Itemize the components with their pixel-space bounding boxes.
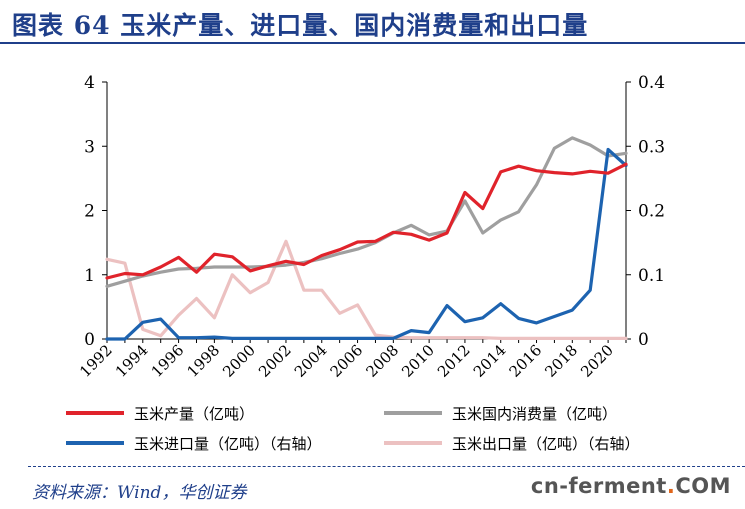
right-tick-label-1: 0.1 [638, 266, 665, 286]
legend-label-imports: 玉米进口量（亿吨）（右轴） [134, 434, 322, 453]
x-tick-label-14: 2020 [577, 341, 617, 381]
chart-legend: 玉米产量（亿吨） 玉米国内消费量（亿吨） 玉米进口量（亿吨）（右轴） 玉米出口量… [0, 398, 745, 458]
watermark-dot: . [666, 474, 676, 498]
x-tick-label-4: 2000 [219, 341, 259, 381]
legend-swatch-imports [66, 441, 124, 445]
series-line-0 [105, 162, 628, 280]
right-tick-label-3: 0.3 [638, 137, 665, 157]
x-tick-label-6: 2004 [291, 341, 331, 381]
site-watermark: cn-ferment.COM [531, 474, 731, 498]
legend-item-imports: 玉米进口量（亿吨）（右轴） [66, 432, 322, 454]
x-tick-label-12: 2016 [506, 341, 546, 381]
watermark-prefix: cn-ferment [530, 474, 667, 498]
title-bar: 图表 64 玉米产量、进口量、国内消费量和出口量 [0, 0, 745, 44]
legend-label-consumption: 玉米国内消费量（亿吨） [452, 404, 618, 423]
source-note: 资料来源：Wind，华创证券 [32, 483, 247, 503]
footer-divider [28, 466, 745, 467]
x-tick-label-0: 1992 [76, 341, 116, 381]
x-tick-label-3: 1998 [183, 341, 223, 381]
right-tick-label-0: 0 [638, 330, 649, 350]
x-tick-label-7: 2006 [327, 341, 367, 381]
legend-swatch-consumption [384, 411, 442, 415]
x-tick-label-8: 2008 [362, 341, 402, 381]
x-tick-label-10: 2012 [434, 341, 474, 381]
legend-item-exports: 玉米出口量（亿吨）（右轴） [384, 432, 640, 454]
series-line-2 [105, 147, 628, 341]
left-tick-label-4: 4 [84, 73, 95, 93]
x-tick-label-11: 2014 [470, 341, 510, 381]
title-underline [0, 42, 745, 44]
x-tick-label-2: 1996 [148, 341, 188, 381]
x-tick-label-1: 1994 [112, 341, 152, 381]
right-tick-label-4: 0.4 [638, 73, 665, 93]
legend-item-production: 玉米产量（亿吨） [66, 402, 254, 424]
left-tick-label-3: 3 [84, 137, 95, 157]
line-chart: 0123400.10.20.30.41992199419961998200020… [76, 73, 665, 381]
x-tick-label-5: 2002 [255, 341, 295, 381]
legend-label-production: 玉米产量（亿吨） [134, 404, 255, 423]
left-tick-label-0: 0 [84, 330, 95, 350]
legend-item-consumption: 玉米国内消费量（亿吨） [384, 402, 617, 424]
x-tick-label-9: 2010 [398, 341, 438, 381]
right-tick-label-2: 0.2 [638, 202, 665, 222]
legend-swatch-exports [384, 441, 442, 445]
left-tick-label-1: 1 [84, 266, 95, 286]
watermark-suffix: COM [675, 474, 731, 498]
legend-swatch-production [66, 411, 124, 415]
series-line-3 [105, 239, 628, 340]
figure-title: 图表 64 玉米产量、进口量、国内消费量和出口量 [12, 11, 589, 40]
left-tick-label-2: 2 [84, 202, 95, 222]
x-tick-label-13: 2018 [541, 341, 581, 381]
legend-label-exports: 玉米出口量（亿吨）（右轴） [452, 434, 640, 453]
